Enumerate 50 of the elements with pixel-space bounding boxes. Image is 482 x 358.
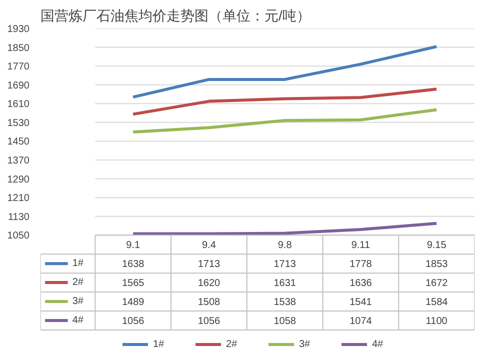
- x-tick-label: 9.15: [426, 240, 447, 252]
- data-label: 1056: [122, 316, 145, 327]
- text: 1#: [153, 338, 164, 350]
- data-label: 1565: [122, 278, 145, 290]
- x-tick-label: 9.11: [351, 240, 370, 252]
- y-tick-label: 1530: [7, 118, 30, 129]
- data-label: 1636: [350, 278, 372, 290]
- x-tick-label: 9.1: [126, 240, 140, 252]
- y-tick-label: 1610: [7, 99, 30, 110]
- data-label: 1638: [122, 259, 145, 270]
- data-label: 1584: [425, 297, 448, 308]
- legend-label: 1#: [72, 258, 84, 270]
- data-label: 1058: [274, 316, 296, 327]
- y-tick-label: 1130: [8, 212, 30, 223]
- y-tick-label: 1210: [7, 193, 30, 204]
- data-label: 1620: [198, 278, 220, 290]
- data-label: 1508: [198, 297, 220, 308]
- legend-label: 3#: [72, 296, 84, 308]
- text: 3#: [299, 338, 310, 350]
- line-series: [132, 108, 438, 134]
- y-tick-label: 1770: [7, 62, 30, 73]
- data-label: 1778: [350, 259, 372, 270]
- x-tick-label: 9.8: [278, 240, 292, 252]
- data-label: 1853: [425, 259, 448, 270]
- y-tick-label: 1690: [7, 80, 30, 92]
- x-tick-label: 9.4: [202, 240, 216, 252]
- data-label: 1631: [274, 278, 296, 290]
- data-label: 1672: [425, 278, 448, 290]
- data-label: 1541: [350, 297, 372, 308]
- line-series: [132, 45, 438, 99]
- data-label: 1489: [122, 297, 145, 308]
- data-label: 1538: [274, 297, 296, 308]
- y-tick-label: 1930: [7, 24, 30, 35]
- text: 2#: [226, 338, 238, 350]
- text: 4#: [372, 338, 384, 350]
- line-series: [132, 222, 438, 236]
- legend-label: 2#: [72, 277, 84, 288]
- y-tick-label: 1450: [7, 136, 30, 148]
- chart-title: 国营炼厂石油焦均价走势图（单位：元/吨）: [40, 8, 310, 24]
- y-tick-label: 1850: [7, 42, 30, 54]
- data-label: 1713: [274, 259, 296, 270]
- legend-label: 4#: [72, 314, 84, 326]
- y-tick-label: 1290: [7, 174, 30, 186]
- data-label: 1056: [198, 316, 220, 327]
- data-label: 1713: [198, 259, 220, 270]
- y-tick-label: 1050: [7, 230, 30, 242]
- data-label: 1074: [350, 316, 372, 327]
- data-label: 1100: [426, 316, 448, 327]
- line-series: [132, 88, 438, 116]
- y-tick-label: 1370: [7, 156, 30, 166]
